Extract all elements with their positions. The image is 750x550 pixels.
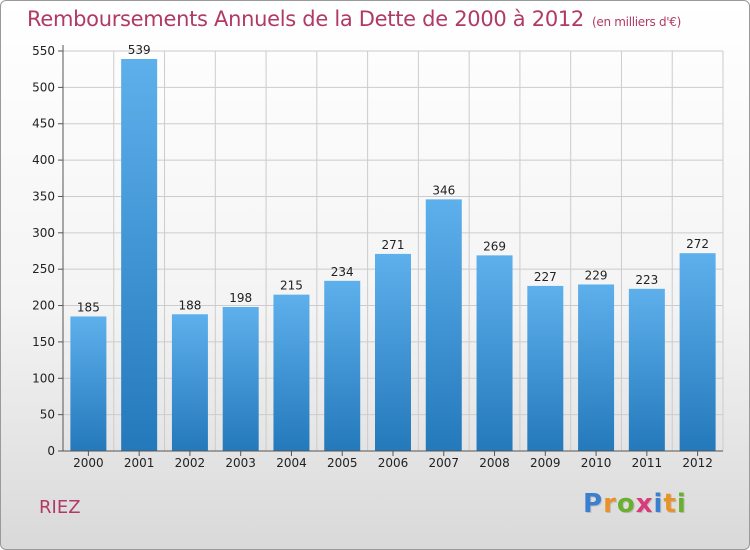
- x-tick-label: 2004: [276, 456, 307, 470]
- bar: [628, 288, 665, 451]
- y-tick-label: 500: [32, 80, 55, 94]
- bar: [171, 314, 208, 451]
- x-tick-label: 2000: [73, 456, 104, 470]
- data-label: 223: [635, 273, 658, 287]
- bar: [121, 59, 158, 451]
- bar: [375, 253, 411, 451]
- x-tick-label: 2006: [378, 456, 409, 470]
- y-tick-label: 450: [32, 117, 55, 131]
- y-tick-label: 300: [32, 226, 55, 240]
- x-tick-label: 2003: [225, 456, 256, 470]
- bar: [679, 253, 716, 451]
- data-label: 185: [77, 300, 100, 314]
- data-label: 188: [178, 298, 201, 312]
- x-tick-label: 2011: [632, 456, 663, 470]
- y-tick-label: 150: [32, 335, 55, 349]
- y-tick-label: 250: [32, 262, 55, 276]
- x-tick-label: 2005: [327, 456, 358, 470]
- x-tick-label: 2009: [530, 456, 561, 470]
- data-label: 215: [280, 279, 303, 293]
- y-tick-label: 0: [47, 444, 55, 458]
- y-tick-label: 50: [40, 408, 55, 422]
- bar: [578, 284, 615, 451]
- y-tick-label: 200: [32, 299, 55, 313]
- bar: [324, 280, 361, 451]
- y-tick-label: 400: [32, 153, 55, 167]
- x-tick-label: 2002: [175, 456, 206, 470]
- logo-letter: P: [583, 489, 604, 519]
- bar: [70, 316, 107, 451]
- logo-letter: r: [603, 489, 617, 519]
- y-tick-label: 550: [32, 44, 55, 58]
- data-label: 346: [432, 183, 455, 197]
- bar: [476, 255, 513, 451]
- data-label: 227: [534, 270, 557, 284]
- logo-letter: x: [635, 489, 654, 519]
- data-label: 229: [585, 268, 608, 282]
- logo-letter: t: [663, 489, 677, 519]
- logo-letter: i: [653, 489, 664, 519]
- x-tick-label: 2012: [682, 456, 713, 470]
- x-tick-label: 2008: [479, 456, 510, 470]
- unit-note: (en milliers d'€): [592, 15, 682, 29]
- data-label: 198: [229, 291, 252, 305]
- data-label: 271: [382, 238, 405, 252]
- bar: [273, 294, 310, 451]
- x-tick-label: 2001: [124, 456, 155, 470]
- data-label: 539: [128, 43, 151, 57]
- y-tick-label: 100: [32, 371, 55, 385]
- bar: [222, 307, 259, 451]
- title-text: Remboursements Annuels de la Dette de 20…: [27, 7, 584, 31]
- bar: [425, 199, 462, 451]
- chart-title: Remboursements Annuels de la Dette de 20…: [27, 7, 681, 31]
- bar: [527, 285, 564, 451]
- town-name: RIEZ: [39, 497, 81, 518]
- data-label: 234: [331, 265, 354, 279]
- logo-letter: i: [676, 489, 687, 519]
- proxiti-logo: Proxiti: [583, 489, 687, 519]
- data-label: 272: [686, 237, 709, 251]
- x-tick-label: 2010: [581, 456, 612, 470]
- x-tick-label: 2007: [428, 456, 459, 470]
- logo-letter: o: [616, 489, 636, 519]
- data-label: 269: [483, 239, 506, 253]
- y-tick-label: 350: [32, 189, 55, 203]
